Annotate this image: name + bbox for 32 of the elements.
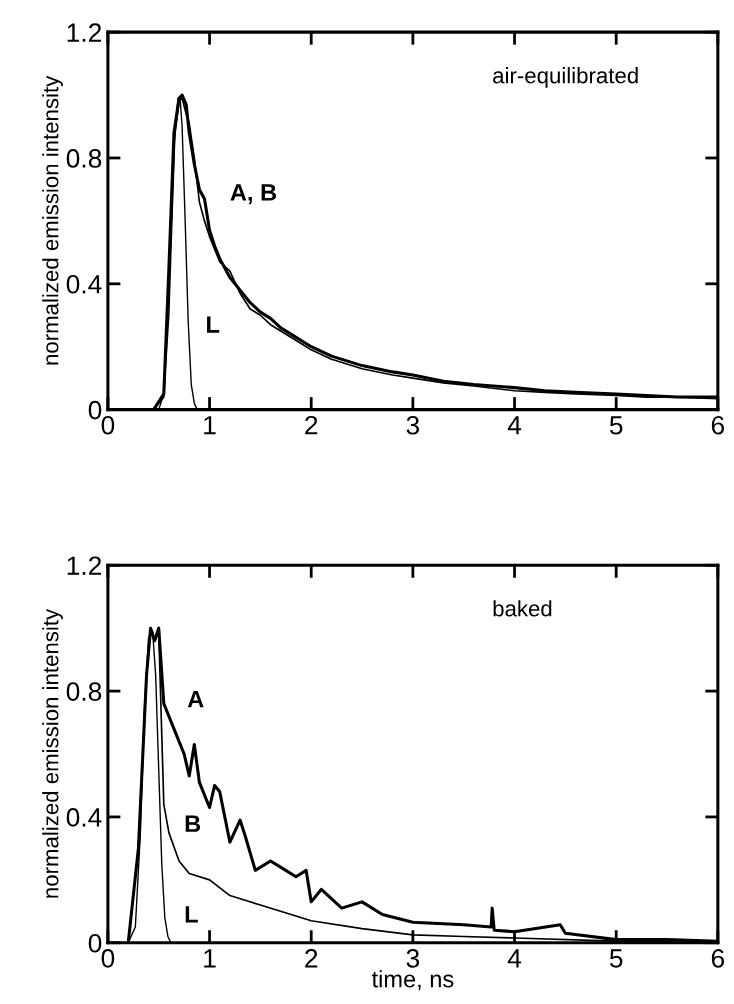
- annotation: L: [207, 316, 220, 333]
- x-tick-label: 2: [305, 415, 318, 435]
- x-tick-label: 1: [204, 949, 216, 968]
- annotation: L: [185, 906, 198, 923]
- y-tick-label: 0: [88, 400, 102, 420]
- annotation: A: [187, 691, 204, 708]
- y-tick-label: 1.2: [67, 556, 102, 575]
- x-tick-label: 1: [204, 416, 216, 435]
- annotation: baked: [493, 600, 552, 617]
- x-tick-label: 0: [101, 415, 115, 435]
- x-tick-label: 5: [609, 416, 623, 435]
- annotation: air-equilibrated: [493, 67, 638, 88]
- y-tick-label: 0.4: [66, 808, 102, 827]
- x-tick-label: 5: [609, 949, 623, 968]
- x-tick-label: 4: [507, 949, 522, 968]
- x-tick-label: 0: [101, 949, 115, 968]
- x-tick-label: 6: [711, 415, 725, 435]
- x-tick-label: 3: [406, 949, 420, 968]
- x-tick-label: 6: [711, 949, 725, 968]
- y-axis-title: normalized emission intensity: [42, 608, 63, 898]
- y-tick-label: 0.8: [66, 682, 102, 701]
- y-axis-title: normalized emission intensity: [42, 75, 63, 365]
- x-axis-title: time, ns: [371, 970, 454, 991]
- y-tick-label: 1.2: [67, 23, 102, 42]
- annotation: B: [185, 815, 201, 832]
- y-tick-label: 0.4: [66, 274, 102, 294]
- y-tick-label: 0.8: [66, 149, 102, 168]
- x-tick-label: 3: [406, 415, 420, 435]
- y-tick-label: 0: [88, 933, 102, 953]
- annotation: A, B: [230, 184, 277, 205]
- x-tick-label: 4: [507, 416, 522, 435]
- x-tick-label: 2: [305, 949, 318, 968]
